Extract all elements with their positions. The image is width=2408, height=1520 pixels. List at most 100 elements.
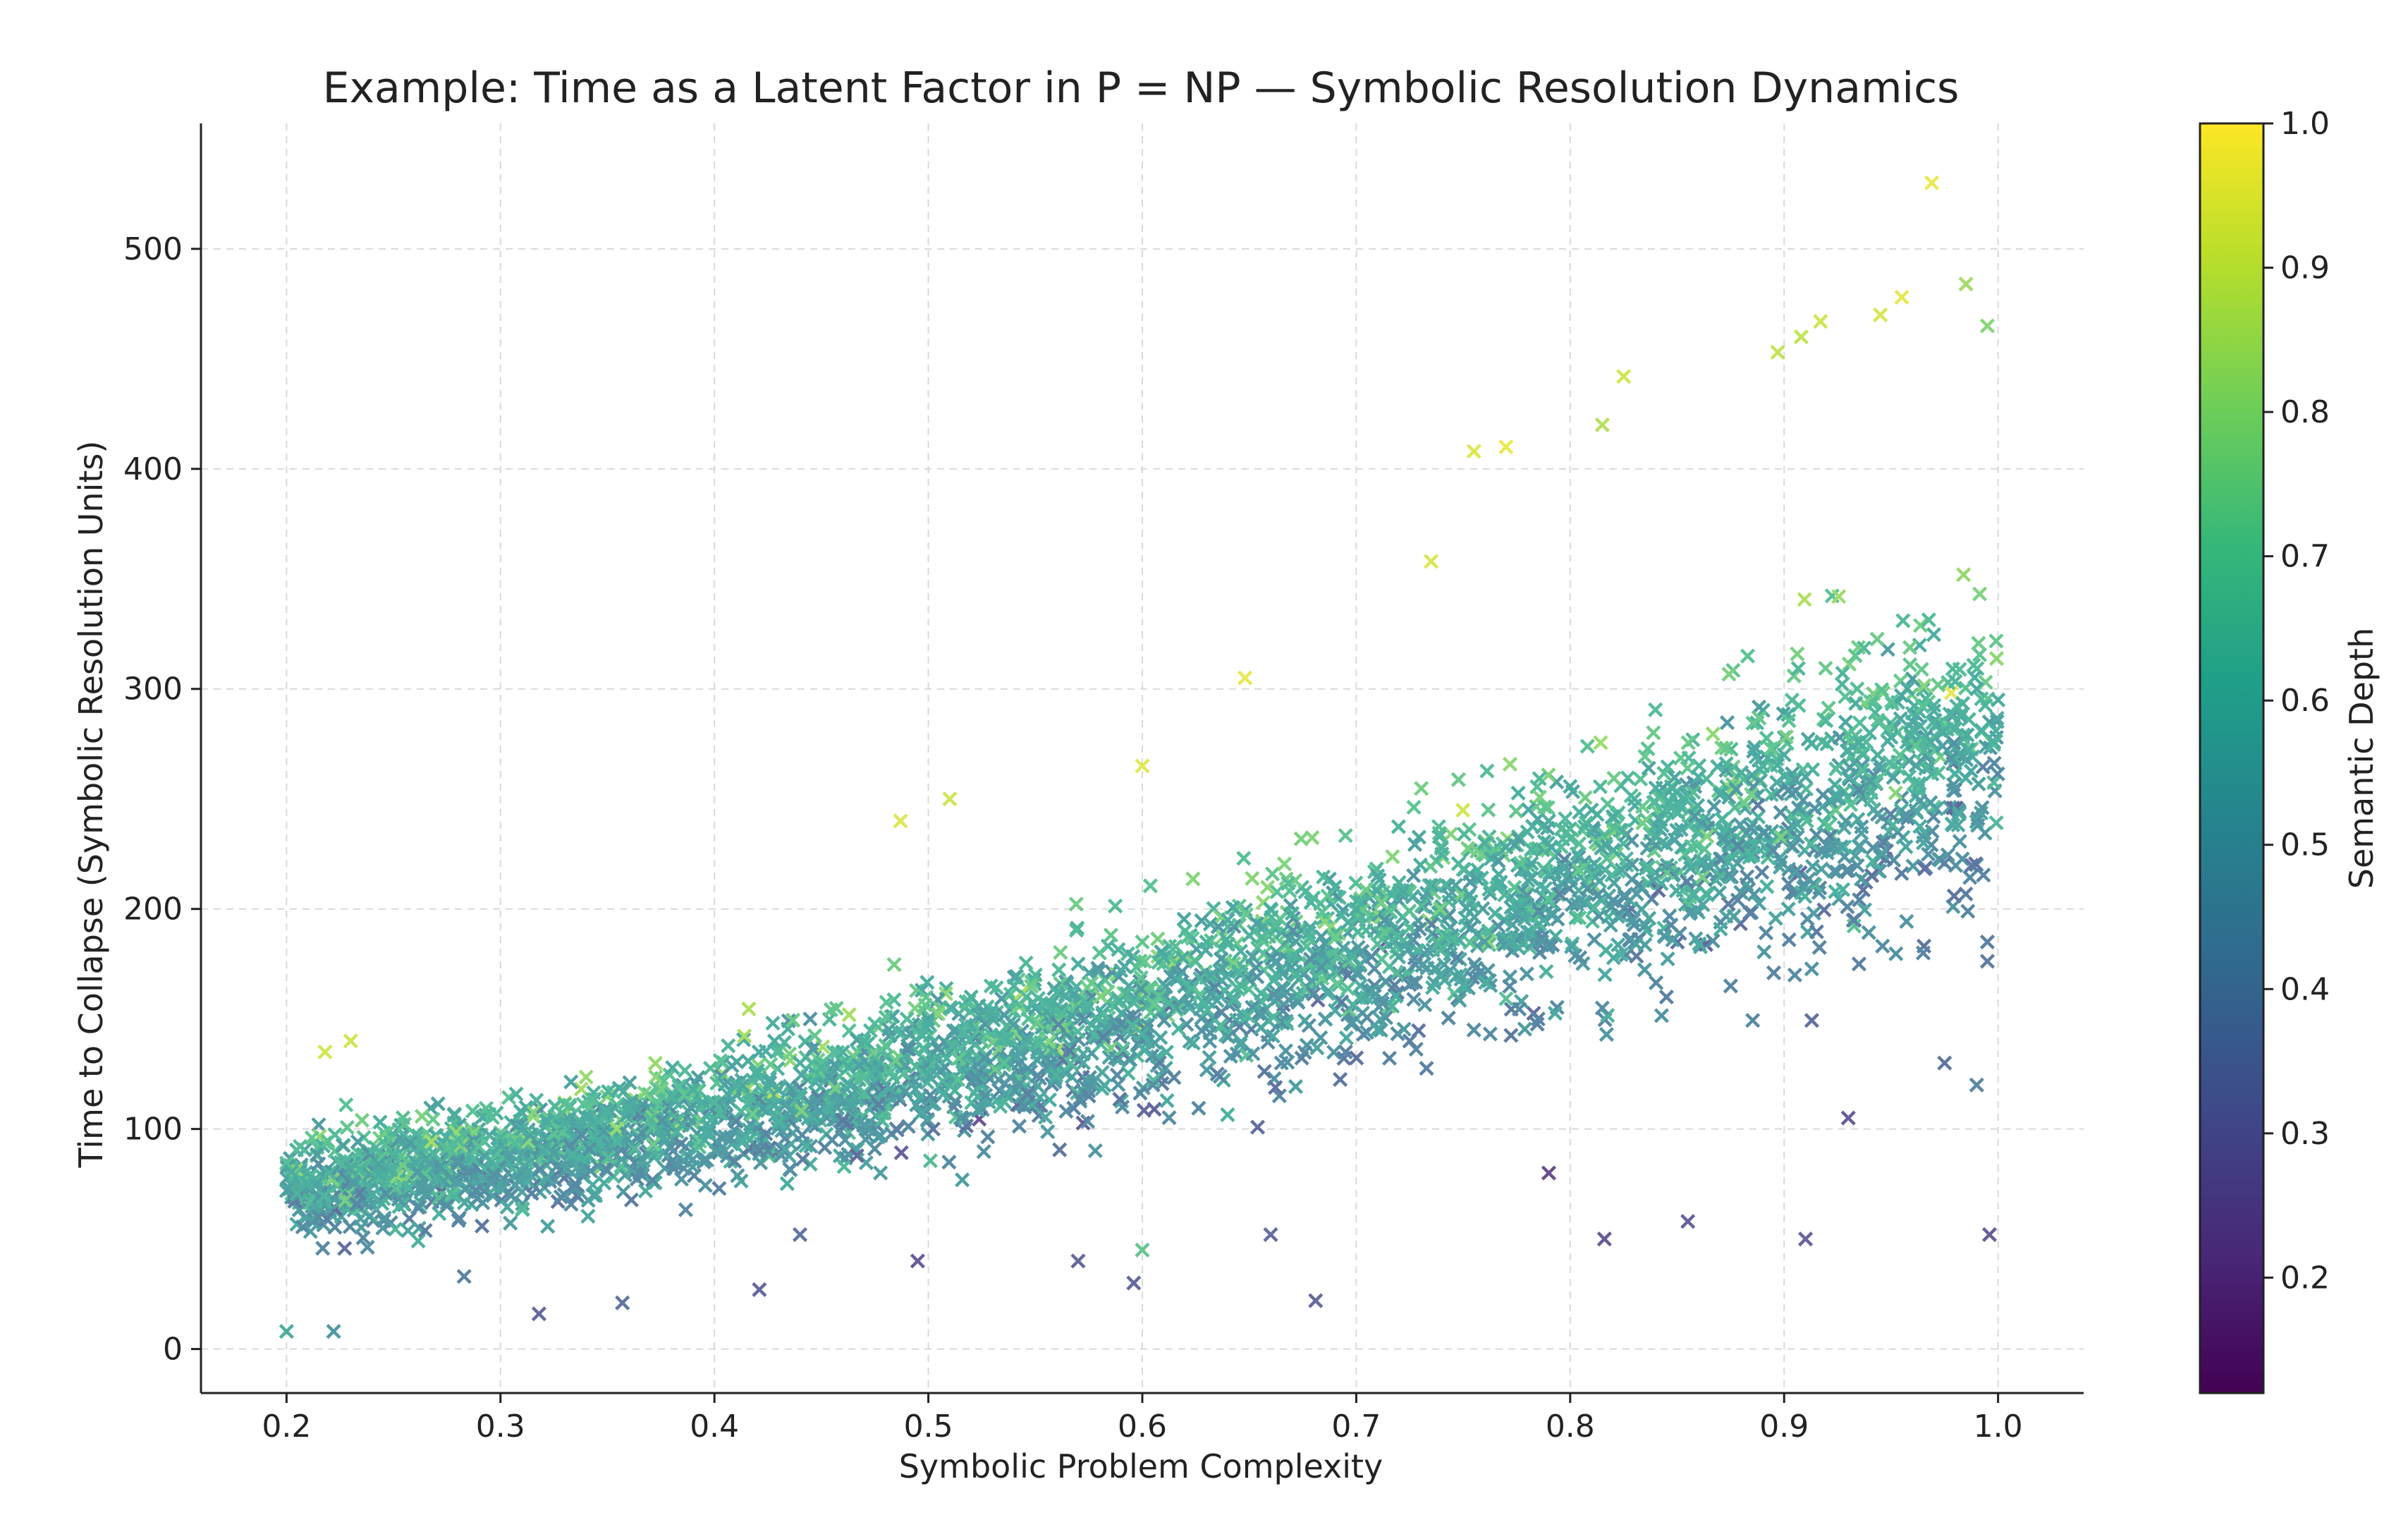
scatter-point: [1326, 1045, 1342, 1060]
scatter-point: [1345, 948, 1360, 963]
y-tick-label: 400: [123, 451, 183, 487]
scatter-point: [1977, 698, 1993, 713]
scatter-point: [1679, 874, 1694, 889]
scatter-point: [1317, 1011, 1333, 1027]
scatter-point: [1587, 856, 1603, 872]
scatter-point: [1443, 826, 1459, 842]
scatter-point: [941, 1155, 957, 1170]
scatter-point: [1213, 1018, 1228, 1034]
scatter-point: [1875, 938, 1890, 954]
x-axis-label: Symbolic Problem Complexity: [899, 1447, 1383, 1485]
scatter-point: [531, 1306, 546, 1322]
scatter-point: [1370, 868, 1386, 884]
scatter-point: [1874, 846, 1890, 861]
scatter-point: [1683, 904, 1699, 920]
scatter-point: [343, 1033, 358, 1049]
scatter-point: [410, 1200, 426, 1215]
scatter-point: [1907, 738, 1924, 754]
scatter-point: [1730, 838, 1746, 853]
scatter-point: [1536, 911, 1551, 927]
scatter-point: [1441, 1010, 1456, 1026]
scatter-point: [621, 1099, 637, 1115]
scatter-point: [1434, 841, 1450, 856]
scatter-point: [862, 1023, 879, 1038]
scatter-point: [1052, 1142, 1068, 1157]
scatter-point: [1840, 1110, 1856, 1126]
scatter-point: [350, 1134, 366, 1150]
scatter-point: [1556, 860, 1571, 875]
scatter-point: [1458, 901, 1474, 916]
scatter-point: [1340, 980, 1356, 997]
scatter-point: [1068, 923, 1084, 938]
scatter-point: [1764, 787, 1779, 803]
scatter-point: [1964, 858, 1979, 873]
scatter-point: [1431, 905, 1446, 920]
scatter-point: [403, 1136, 418, 1151]
scatter-point: [573, 1081, 589, 1097]
scatter-point: [1883, 806, 1898, 822]
scatter-point: [795, 1151, 810, 1167]
scatter-point: [770, 1061, 786, 1076]
scatter-point: [557, 1117, 573, 1133]
scatter-point: [1931, 677, 1946, 693]
scatter-point: [1940, 847, 1956, 863]
scatter-point: [1972, 586, 1988, 602]
scatter-point: [1745, 1013, 1761, 1028]
scatter-point: [1943, 750, 1959, 766]
scatter-point: [379, 1186, 394, 1202]
scatter-point: [601, 1150, 616, 1165]
scatter-point: [1988, 815, 2004, 831]
scatter-point: [1721, 866, 1737, 882]
scatter-point: [1348, 901, 1364, 917]
scatter-point: [1082, 1077, 1097, 1093]
scatter-point: [765, 1015, 781, 1031]
scatter-point: [1712, 851, 1728, 867]
scatter-point: [1136, 1102, 1152, 1118]
scatter-point: [858, 1119, 874, 1135]
scatter-point: [317, 1044, 333, 1060]
scatter-point: [578, 1110, 594, 1126]
scatter-point: [1101, 1050, 1117, 1065]
scatter-point: [499, 1199, 515, 1215]
scatter-point: [794, 1108, 810, 1124]
scatter-point: [1605, 809, 1621, 825]
scatter-point: [1524, 841, 1539, 857]
scatter-point: [1191, 1100, 1206, 1116]
scatter-point: [1905, 858, 1921, 874]
scatter-point: [1225, 899, 1240, 916]
scatter-point: [1755, 758, 1771, 774]
scatter-point: [1592, 779, 1608, 794]
scatter-point: [741, 1001, 757, 1016]
scatter-point: [802, 1156, 818, 1172]
scatter-point: [671, 1078, 687, 1094]
scatter-point: [1914, 698, 1931, 714]
scatter-point: [300, 1177, 316, 1192]
colorbar-tick-label: 1.0: [2280, 106, 2330, 142]
scatter-point: [1792, 865, 1808, 880]
y-tick-label: 0: [163, 1332, 183, 1368]
scatter-point: [1594, 417, 1610, 432]
scatter-point: [1699, 828, 1715, 844]
scatter-point: [881, 1021, 897, 1037]
scatter-point: [1662, 908, 1677, 924]
scatter-point: [1986, 774, 2002, 791]
scatter-point: [1385, 849, 1400, 865]
scatter-point: [1756, 825, 1771, 841]
scatter-point: [377, 1136, 393, 1153]
scatter-point: [1714, 740, 1730, 755]
scatter-point: [1809, 924, 1824, 940]
scatter-point: [515, 1202, 530, 1217]
scatter-point: [1686, 784, 1701, 800]
scatter-point: [697, 1124, 713, 1141]
scatter-point: [642, 1086, 657, 1102]
scatter-point: [707, 1095, 722, 1110]
scatter-point: [1249, 969, 1265, 985]
scatter-point: [1783, 771, 1798, 786]
scatter-point: [1840, 726, 1856, 742]
scatter-point: [1419, 1061, 1434, 1076]
scatter-point: [1268, 1080, 1283, 1095]
scatter-point: [1184, 980, 1200, 996]
scatter-point: [1797, 592, 1812, 607]
scatter-point: [1229, 980, 1245, 995]
